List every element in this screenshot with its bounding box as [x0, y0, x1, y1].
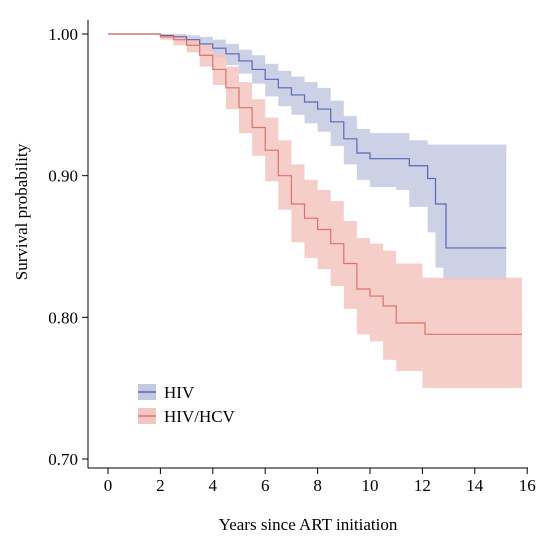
legend: HIV HIV/HCV — [138, 383, 236, 426]
confidence-bands — [108, 34, 522, 389]
x-tick-label: 2 — [156, 476, 165, 495]
y-tick-label: 0.70 — [48, 450, 78, 469]
x-tick-label: 14 — [466, 476, 484, 495]
y-tick-label: 1.00 — [48, 25, 78, 44]
y-tick-label: 0.90 — [48, 167, 78, 186]
x-axis-label: Years since ART initiation — [219, 515, 398, 534]
legend-label-hiv-hcv: HIV/HCV — [164, 407, 236, 426]
survival-line-hiv — [108, 33, 507, 249]
x-tick-label: 10 — [362, 476, 379, 495]
survival-curves — [108, 33, 522, 335]
axes: 0 2 4 6 8 10 12 14 16 0.70 0.80 0.90 1.00 — [48, 20, 536, 495]
y-axis-label: Survival probability — [12, 143, 31, 280]
x-tick-label: 4 — [209, 476, 218, 495]
x-tick-label: 0 — [104, 476, 113, 495]
x-tick-label: 6 — [261, 476, 270, 495]
x-tick-label: 12 — [414, 476, 431, 495]
survival-line-hiv-hcv — [108, 33, 522, 335]
legend-label-hiv: HIV — [164, 383, 195, 402]
x-tick-label: 8 — [313, 476, 322, 495]
ci-band-hiv-hcv — [108, 34, 522, 389]
x-tick-label: 16 — [519, 476, 536, 495]
y-tick-label: 0.80 — [48, 308, 78, 327]
ci-band-hiv — [108, 34, 507, 281]
